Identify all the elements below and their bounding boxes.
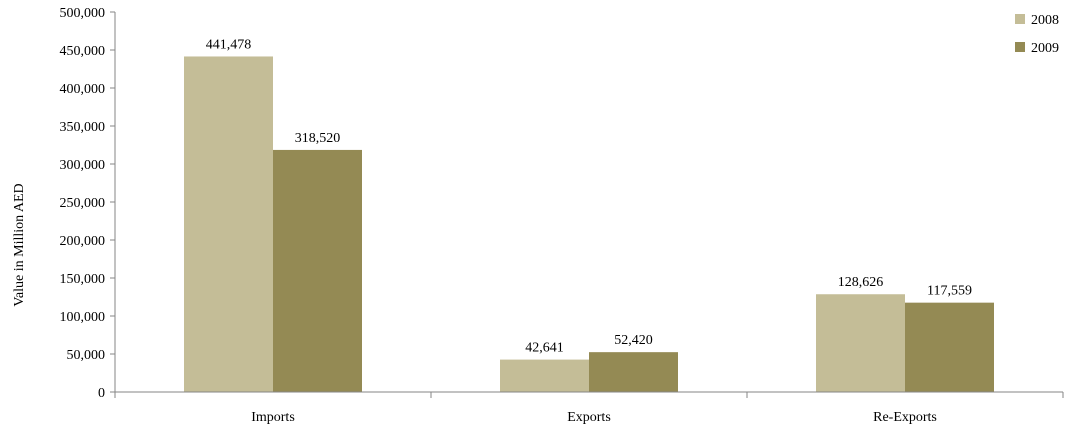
data-label: 441,478 bbox=[206, 37, 252, 52]
y-tick-label: 0 bbox=[98, 386, 105, 401]
bars bbox=[184, 56, 994, 393]
data-label: 52,420 bbox=[614, 333, 653, 348]
y-tick-label: 500,000 bbox=[60, 6, 106, 21]
bar-re-exports-2009 bbox=[905, 302, 994, 392]
axes bbox=[114, 12, 1064, 398]
legend-swatch-2008 bbox=[1015, 14, 1025, 24]
y-tick-label: 250,000 bbox=[60, 196, 106, 211]
bar-imports-2009 bbox=[273, 149, 362, 392]
data-label: 42,641 bbox=[525, 341, 564, 356]
y-tick-label: 450,000 bbox=[60, 44, 106, 59]
y-tick-label: 150,000 bbox=[60, 272, 106, 287]
bar-exports-2009 bbox=[589, 352, 678, 392]
legend: 2008 2009 bbox=[1015, 13, 1059, 56]
legend-label: 2009 bbox=[1031, 41, 1059, 56]
category-labels: Imports Exports Re-Exports bbox=[251, 410, 937, 425]
x-category-label: Exports bbox=[567, 410, 611, 425]
legend-label: 2008 bbox=[1031, 13, 1059, 28]
data-label: 128,626 bbox=[838, 275, 884, 290]
x-category-label: Imports bbox=[251, 410, 295, 425]
y-tick-label: 400,000 bbox=[60, 82, 106, 97]
y-tick-label: 50,000 bbox=[67, 348, 106, 363]
y-tick-label: 350,000 bbox=[60, 120, 106, 135]
data-label: 318,520 bbox=[295, 131, 341, 146]
y-axis-ticks: 0 50,000 100,000 150,000 200,000 250,000 300,0… bbox=[60, 6, 115, 401]
bar-imports-2008 bbox=[184, 56, 273, 393]
legend-swatch-2009 bbox=[1015, 42, 1025, 52]
y-axis-title: Value in Million AED bbox=[12, 183, 27, 306]
data-labels: 441,478 318,520 42,641 52,420 128,626 117,559 bbox=[206, 37, 972, 355]
data-label: 117,559 bbox=[927, 284, 972, 299]
bar-re-exports-2008 bbox=[816, 294, 905, 392]
x-category-label: Re-Exports bbox=[873, 410, 937, 425]
y-tick-label: 100,000 bbox=[60, 310, 106, 325]
bar-exports-2008 bbox=[500, 359, 589, 392]
y-tick-label: 300,000 bbox=[60, 158, 106, 173]
y-tick-label: 200,000 bbox=[60, 234, 106, 249]
